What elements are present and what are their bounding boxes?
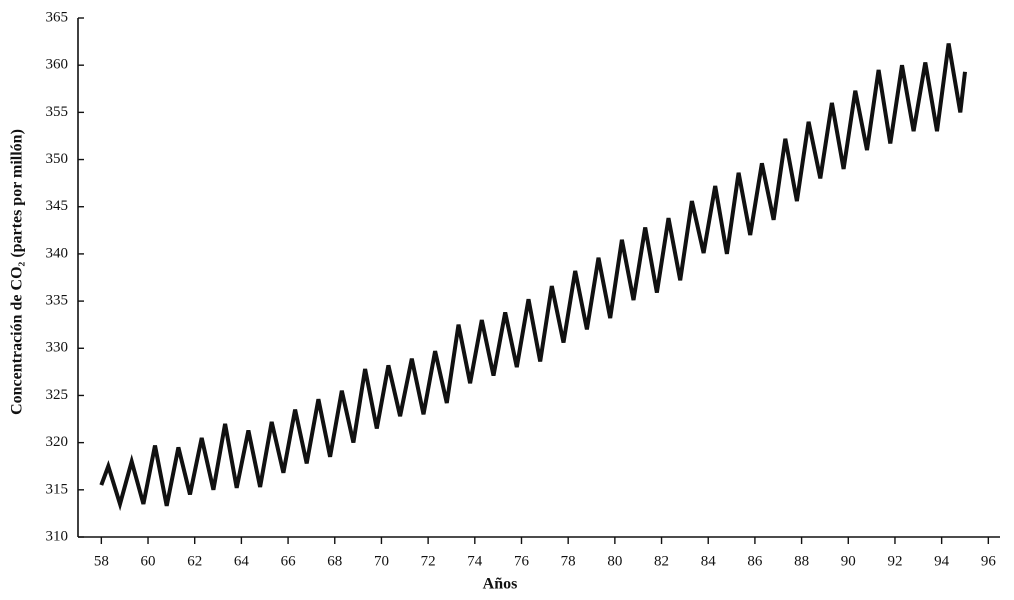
x-tick-label: 82: [654, 553, 669, 569]
x-tick-label: 74: [467, 553, 483, 569]
x-tick-label: 94: [934, 553, 950, 569]
x-tick-label: 84: [701, 553, 717, 569]
x-tick-label: 76: [514, 553, 530, 569]
x-tick-label: 90: [841, 553, 856, 569]
y-tick-label: 350: [46, 151, 69, 167]
x-tick-label: 68: [327, 553, 342, 569]
x-tick-label: 70: [374, 553, 389, 569]
y-tick-label: 345: [46, 198, 69, 214]
y-tick-label: 340: [46, 245, 69, 261]
x-tick-label: 86: [747, 553, 763, 569]
y-tick-label: 315: [46, 481, 69, 497]
x-tick-label: 92: [887, 553, 902, 569]
data-line: [99, 43, 967, 512]
y-tick-label: 355: [46, 104, 69, 120]
x-tick-label: 96: [981, 553, 997, 569]
x-tick-label: 60: [141, 553, 156, 569]
x-tick-label: 64: [234, 553, 250, 569]
x-tick-label: 72: [421, 553, 436, 569]
x-tick-label: 78: [561, 553, 576, 569]
y-tick-label: 360: [46, 57, 69, 73]
y-tick-label: 325: [46, 387, 69, 403]
y-tick-label: 335: [46, 293, 69, 309]
x-axis-title: Años: [483, 576, 518, 593]
y-tick-label: 365: [46, 9, 69, 25]
y-tick-label: 330: [46, 340, 69, 356]
x-tick-label: 88: [794, 553, 809, 569]
x-tick-label: 62: [187, 553, 202, 569]
x-tick-label: 58: [94, 553, 109, 569]
y-tick-label: 320: [46, 434, 69, 450]
y-tick-label: 310: [46, 528, 69, 544]
x-tick-label: 66: [281, 553, 297, 569]
y-axis-title: Concentración de CO₂ (partes por millón): [9, 129, 26, 415]
x-tick-label: 80: [607, 553, 622, 569]
